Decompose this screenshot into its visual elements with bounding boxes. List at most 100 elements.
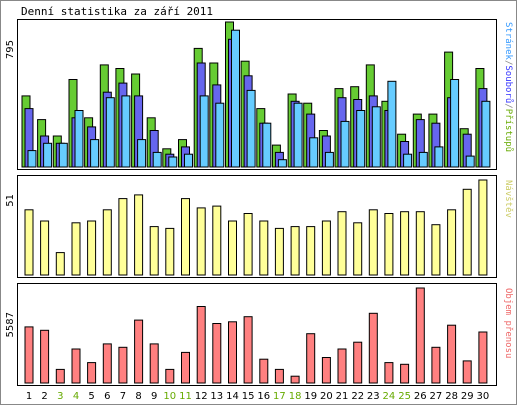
panel-3-frame [17,283,497,386]
bar-stránek-day-19 [309,137,319,168]
bar-stránek-day-15 [246,89,256,168]
bar-stránek-day-25 [403,153,413,168]
bar-stránek-day-27 [434,146,444,168]
bar-stránek-day-7 [121,95,131,168]
bar-visits-day-26 [415,211,425,276]
bar-visits-day-2 [40,220,50,276]
bar-traffic-day-7 [118,346,128,384]
bar-traffic-day-19 [306,333,316,384]
bar-traffic-day-12 [196,306,206,384]
day-label-6: 6 [104,391,110,402]
bar-traffic-day-30 [478,331,488,384]
panel-3-ylabel: Objem přenosu [503,288,513,358]
day-label-2: 2 [41,391,47,402]
panel-3-max-label: 5587 [5,312,16,337]
bar-stránek-day-6 [105,97,115,168]
bar-visits-day-9 [149,226,159,276]
panel-1-frame [17,19,497,170]
day-labels: 1 2 3 4 5 6 7 8 9 10 11 12 13 14 15 16 17 18 19 20 21 22 23 24 2… [26,391,489,402]
bar-traffic-day-18 [290,375,300,384]
bar-traffic-day-26 [415,287,425,384]
bar-stránek-day-26 [418,151,428,168]
bar-stránek-day-11 [184,153,193,168]
bar-stránek-day-21 [340,120,350,168]
bar-stránek-day-9 [152,151,162,168]
ylabel-hits: Přístupů [503,109,514,152]
day-label-17: 17 [273,391,286,402]
bar-stránek-day-29 [465,155,475,168]
bar-traffic-day-14 [228,321,237,384]
day-label-13: 13 [210,391,223,402]
day-label-8: 8 [135,391,141,402]
bar-traffic-day-23 [368,312,378,384]
panel-1-ylabel: Stránek/Souborů/Přístupů [503,22,514,152]
day-label-10: 10 [163,391,176,402]
bar-traffic-day-22 [353,341,363,384]
bar-visits-day-21 [337,211,347,276]
day-label-18: 18 [289,391,302,402]
bar-stránek-day-20 [324,151,334,168]
bar-visits-day-14 [228,220,237,276]
day-label-23: 23 [367,391,380,402]
panel-2-max-label: 51 [5,194,16,207]
day-label-1: 1 [26,391,32,402]
ylabel-files: Souborů [503,65,514,103]
day-label-11: 11 [179,391,192,402]
bar-traffic-day-9 [149,343,159,384]
day-label-5: 5 [88,391,94,402]
bar-traffic-day-3 [55,368,65,384]
bar-stránek-day-24 [387,80,397,168]
bar-visits-day-27 [431,224,441,276]
day-label-20: 20 [320,391,333,402]
bar-visits-day-1 [24,209,34,276]
bar-traffic-day-21 [337,348,347,384]
bar-visits-day-20 [321,220,331,276]
bar-visits-day-10 [165,227,175,276]
day-label-7: 7 [120,391,126,402]
ylabel-sep-2: / [503,103,513,108]
bar-visits-day-5 [87,220,97,276]
bar-stránek-day-2 [43,142,53,168]
bar-stránek-day-30 [481,100,491,168]
chart-marks [21,21,491,384]
bar-visits-day-13 [212,205,222,276]
bar-stránek-day-14 [231,29,240,168]
bar-traffic-day-2 [40,329,50,384]
chart-title: Denní statistika za září 2011 [21,5,213,18]
bar-visits-day-25 [400,211,410,276]
bar-visits-day-28 [447,209,457,276]
bar-stránek-day-10 [168,156,178,168]
bar-traffic-day-11 [181,351,190,384]
bar-visits-day-16 [259,220,269,276]
bar-stránek-day-17 [277,159,287,168]
bar-visits-day-7 [118,198,128,276]
day-label-27: 27 [430,391,443,402]
bar-stránek-day-23 [371,106,381,168]
bar-traffic-day-28 [447,324,457,384]
bar-visits-day-4 [71,222,81,276]
panel-1-max-label: 795 [5,40,16,59]
day-label-19: 19 [304,391,317,402]
panel-2-ylabel: Návštěv [503,180,514,218]
bar-stránek-day-16 [262,122,272,168]
day-label-30: 30 [477,391,490,402]
day-label-21: 21 [336,391,349,402]
bar-stránek-day-5 [90,139,100,168]
bar-traffic-day-4 [71,348,81,384]
day-label-22: 22 [351,391,364,402]
day-label-28: 28 [445,391,458,402]
bar-stránek-day-1 [27,150,37,168]
bar-traffic-day-29 [462,360,472,384]
bar-stránek-day-22 [356,110,366,168]
day-label-26: 26 [414,391,427,402]
bar-visits-day-24 [384,213,394,276]
bar-visits-day-6 [102,209,112,276]
bar-traffic-day-25 [400,363,410,384]
bar-visits-day-30 [478,179,488,276]
day-label-14: 14 [226,391,239,402]
bar-visits-day-11 [181,198,190,276]
day-label-4: 4 [73,391,79,402]
bar-traffic-day-27 [431,346,441,384]
bar-visits-day-17 [274,227,284,276]
